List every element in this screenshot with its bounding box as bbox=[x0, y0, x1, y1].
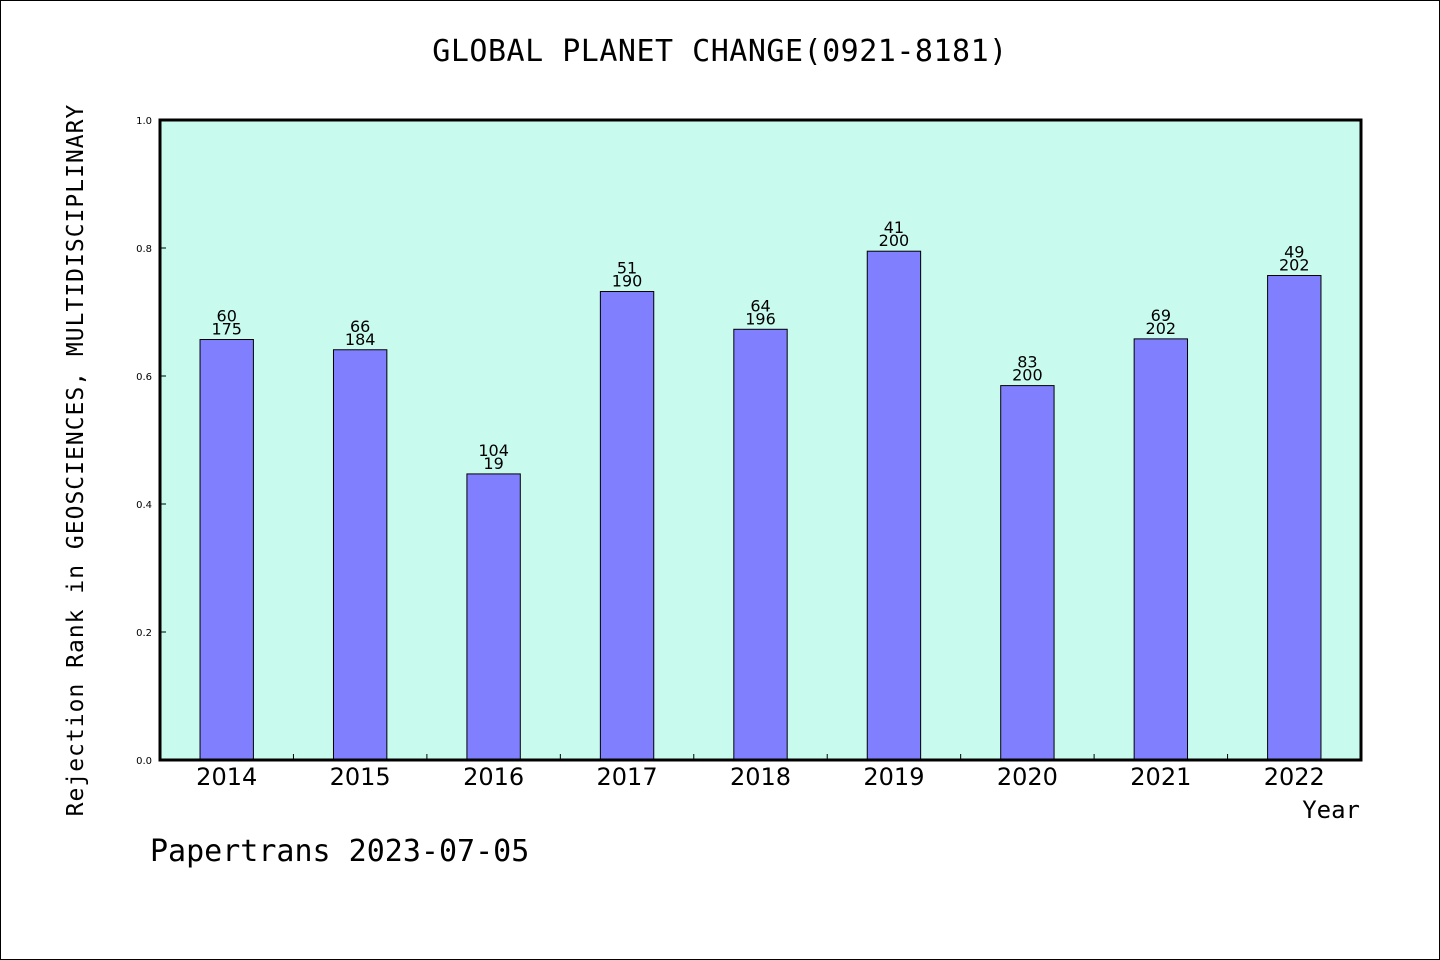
bar-total-label: 175 bbox=[211, 320, 242, 339]
y-tick-label: 0.0 bbox=[136, 756, 152, 767]
bar-2020 bbox=[1000, 385, 1055, 761]
x-axis-label: Year bbox=[1302, 796, 1360, 824]
y-tick-label: 1.0 bbox=[136, 116, 152, 127]
x-tick-label: 2019 bbox=[863, 763, 924, 791]
bar-rank-label: 69 bbox=[1151, 306, 1171, 325]
y-tick-label: 0.4 bbox=[136, 500, 152, 511]
bar-rank-label: 66 bbox=[350, 317, 370, 336]
bar-total-label: 202 bbox=[1146, 319, 1177, 338]
footer-text: Papertrans 2023-07-05 bbox=[150, 834, 530, 869]
plot-border bbox=[158, 118, 1363, 762]
bar-rank-label: 51 bbox=[617, 259, 637, 278]
bar-total-label: 200 bbox=[879, 231, 910, 250]
x-tick-label: 2020 bbox=[997, 763, 1058, 791]
bar-total-label: 200 bbox=[1012, 366, 1043, 385]
bar-total-label: 196 bbox=[745, 309, 776, 328]
x-tick-label: 2015 bbox=[330, 763, 391, 791]
bar-rank-label: 104 bbox=[478, 441, 509, 460]
x-tick-label: 2022 bbox=[1264, 763, 1325, 791]
x-tick-label: 2018 bbox=[730, 763, 791, 791]
x-tick-label: 2016 bbox=[463, 763, 524, 791]
bar-2017 bbox=[599, 291, 655, 761]
bar-2018 bbox=[733, 328, 788, 761]
bar-rank-label: 49 bbox=[1284, 243, 1304, 262]
bar-2014 bbox=[199, 339, 254, 761]
bar-total-label: 19 bbox=[483, 454, 503, 473]
y-tick-label: 0.6 bbox=[136, 372, 152, 383]
bar-2016 bbox=[466, 473, 521, 761]
x-tick-label: 2014 bbox=[196, 763, 257, 791]
bar-total-label: 202 bbox=[1279, 256, 1310, 275]
y-tick-label: 0.2 bbox=[136, 628, 152, 639]
y-tick-label: 0.8 bbox=[136, 244, 152, 255]
x-axis: 2014 2015 2016 2017 2018 2019 2020 2021 2022 bbox=[196, 754, 1325, 791]
bar-2019 bbox=[866, 250, 922, 761]
bar-total-label: 184 bbox=[345, 330, 376, 349]
chart-title: GLOBAL PLANET CHANGE(0921-8181) bbox=[432, 34, 1008, 69]
bar-rank-label: 64 bbox=[750, 296, 770, 315]
x-tick-label: 2017 bbox=[597, 763, 658, 791]
bar-rank-label: 60 bbox=[217, 307, 237, 326]
bar-rank-label: 83 bbox=[1017, 353, 1037, 372]
bar-2022 bbox=[1267, 275, 1322, 761]
bar-total-label: 190 bbox=[612, 272, 643, 291]
x-tick-label: 2021 bbox=[1130, 763, 1191, 791]
bar-rank-label: 41 bbox=[884, 218, 904, 237]
bar-2015 bbox=[332, 349, 388, 761]
bar-2021 bbox=[1133, 338, 1189, 761]
